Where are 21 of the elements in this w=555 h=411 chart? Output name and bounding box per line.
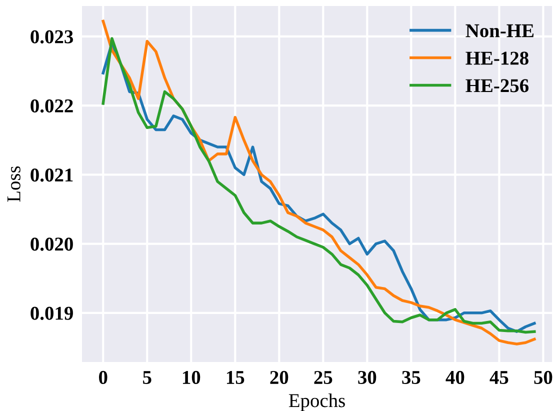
y-tick-label: 0.020 (30, 238, 73, 251)
x-tick-label: 0 (99, 370, 108, 384)
y-tick-label: 0.023 (30, 30, 73, 44)
x-tick-label: 30 (358, 370, 376, 384)
x-tick-label: 40 (446, 370, 464, 384)
x-tick-label: 25 (314, 370, 332, 384)
y-tick-label: 0.022 (30, 99, 73, 113)
x-tick-label: 35 (402, 370, 420, 384)
x-tick-label: 10 (182, 370, 200, 384)
x-tick-label: 20 (270, 370, 288, 384)
legend-label: HE-128 (466, 52, 528, 65)
x-tick-label: 5 (143, 371, 152, 384)
y-tick-label: 0.021 (30, 168, 73, 182)
x-axis-title: Epochs (288, 394, 345, 411)
x-tick-label: 50 (534, 370, 552, 384)
legend-label: Non-HE (466, 24, 534, 38)
y-tick-label: 0.019 (30, 306, 73, 320)
legend-label: HE-256 (466, 79, 529, 92)
x-tick-label: 45 (490, 371, 508, 384)
x-tick-label: 15 (226, 370, 244, 384)
y-axis-title: Loss (7, 166, 20, 202)
